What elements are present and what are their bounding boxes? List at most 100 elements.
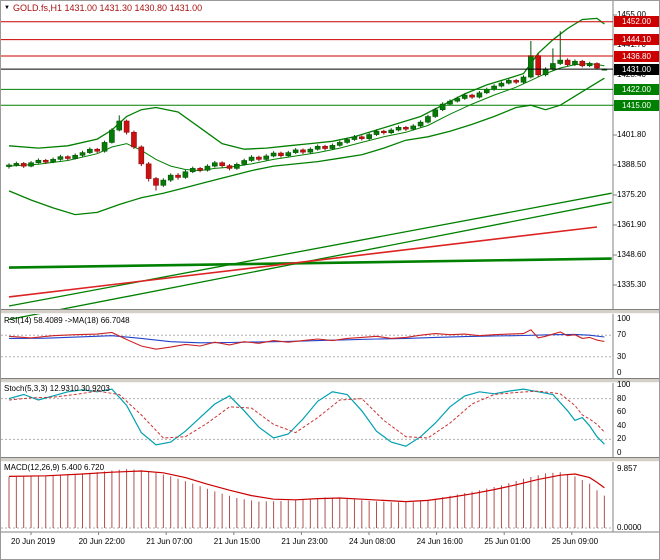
candle-body xyxy=(234,164,240,169)
macd-scale-label: 9.857 xyxy=(617,463,638,473)
candle-body xyxy=(498,82,505,87)
price-level-badge[interactable]: 1422.00 xyxy=(614,84,659,95)
candle-body xyxy=(138,146,145,165)
candle-body xyxy=(417,121,424,127)
time-axis[interactable]: 20 Jun 2019 20 Jun 22:00 21 Jun 07:00 21 Ju… xyxy=(1,532,659,559)
time-axis-label: 25 Jun 09:00 xyxy=(551,537,599,546)
stoch-scale-label: 60 xyxy=(617,407,626,417)
candle-body xyxy=(513,80,519,83)
time-axis-label: 25 Jun 01:00 xyxy=(484,537,531,546)
candle-body xyxy=(579,60,586,67)
candle-body xyxy=(6,164,12,167)
candle-body xyxy=(270,152,277,157)
red-trend-trendline xyxy=(8,226,598,298)
candle-body xyxy=(175,174,181,178)
candle-body xyxy=(439,103,446,111)
price-axis[interactable]: 1455.001441.701428.401415.101401.801388.… xyxy=(613,1,659,532)
candle-body xyxy=(314,145,321,150)
time-axis-label: 20 Jun 22:00 xyxy=(78,537,125,546)
bollinger-lower-line xyxy=(8,77,605,216)
candle-body xyxy=(425,116,431,123)
candle-body xyxy=(292,149,299,153)
candle-body xyxy=(65,156,71,159)
candle-body xyxy=(505,80,512,84)
candle-body xyxy=(160,179,167,186)
symbol-ohlc-title: GOLD.fs,H1 1431.00 1431.30 1430.80 1431.… xyxy=(12,3,203,13)
candle-body xyxy=(594,63,600,69)
candle-body xyxy=(278,152,284,157)
candle-body xyxy=(564,59,571,65)
candle-body xyxy=(329,145,336,149)
candle-body xyxy=(123,120,130,133)
candle-body xyxy=(491,85,497,90)
price-level-badge[interactable]: 1431.00 xyxy=(614,64,659,75)
candle-body xyxy=(79,152,86,156)
candle-body xyxy=(336,142,343,146)
candle-body xyxy=(109,129,115,143)
candle-body xyxy=(20,163,27,167)
candle-body xyxy=(182,171,189,178)
candle-body xyxy=(256,156,262,160)
stoch-indicator-label: Stoch(5,3,3) 12.9310 30.9203 xyxy=(4,384,110,393)
candle-body xyxy=(388,129,395,134)
candle-body xyxy=(189,168,196,173)
price-axis-label: 1375.20 xyxy=(617,189,646,199)
macd-scale-label: 0.0000 xyxy=(617,523,642,532)
candle-body xyxy=(381,130,387,134)
price-level-badge[interactable]: 1415.00 xyxy=(614,100,659,111)
candle-body xyxy=(528,55,534,78)
stoch-scale-label: 20 xyxy=(617,434,626,444)
bollinger-upper-line xyxy=(8,17,605,150)
candle-body xyxy=(248,156,255,161)
green-trend-1-trendline xyxy=(8,192,612,307)
candle-body xyxy=(13,163,20,166)
candle-body xyxy=(322,145,328,149)
candle-body xyxy=(57,156,64,160)
candle-body xyxy=(520,76,527,83)
candle-body xyxy=(454,98,461,102)
candle-body xyxy=(285,152,292,157)
stoch-scale-label: 0 xyxy=(617,448,622,457)
candle-body xyxy=(219,162,225,166)
panel-splitter[interactable] xyxy=(1,378,659,383)
symbol-dropdown-icon[interactable]: ▼ xyxy=(4,5,10,11)
candle-body xyxy=(535,55,542,76)
price-axis-label: 1401.80 xyxy=(617,129,646,139)
candle-body xyxy=(351,136,358,140)
candle-body xyxy=(483,89,490,94)
price-level-badge[interactable]: 1452.00 xyxy=(614,16,659,27)
candle-body xyxy=(197,168,203,171)
macd-indicator-label: MACD(12,26,9) 5.400 6.720 xyxy=(4,463,105,472)
candle-body xyxy=(403,127,409,130)
candle-body xyxy=(557,59,564,64)
panel-splitter[interactable] xyxy=(1,309,659,314)
price-level-badge[interactable]: 1444.10 xyxy=(614,34,659,45)
candle-body xyxy=(35,159,42,164)
candle-body xyxy=(87,148,93,153)
candle-body xyxy=(447,100,453,105)
candle-body xyxy=(204,165,211,171)
candle-body xyxy=(395,127,402,131)
moving-average-line xyxy=(8,62,605,172)
candle-body xyxy=(226,165,233,169)
candle-body xyxy=(42,159,49,163)
time-axis-label: 21 Jun 15:00 xyxy=(213,537,261,546)
candle-body xyxy=(116,120,123,131)
price-axis-label: 1348.60 xyxy=(617,249,646,259)
price-axis-label: 1455.00 xyxy=(617,10,646,19)
candle-body xyxy=(153,178,159,186)
price-level-badge[interactable]: 1436.80 xyxy=(614,51,659,62)
candle-body xyxy=(101,142,108,152)
macd-signal-line xyxy=(8,470,605,503)
price-axis-label: 1335.30 xyxy=(617,279,646,289)
panel-splitter[interactable] xyxy=(1,457,659,462)
rsi-scale-label: 100 xyxy=(617,314,631,323)
rsi-scale-label: 70 xyxy=(617,330,626,340)
candle-body xyxy=(469,94,475,98)
candle-body xyxy=(307,148,314,153)
stoch-d-line xyxy=(8,390,605,439)
candle-body xyxy=(94,148,100,152)
price-axis-label: 1361.90 xyxy=(617,219,646,229)
